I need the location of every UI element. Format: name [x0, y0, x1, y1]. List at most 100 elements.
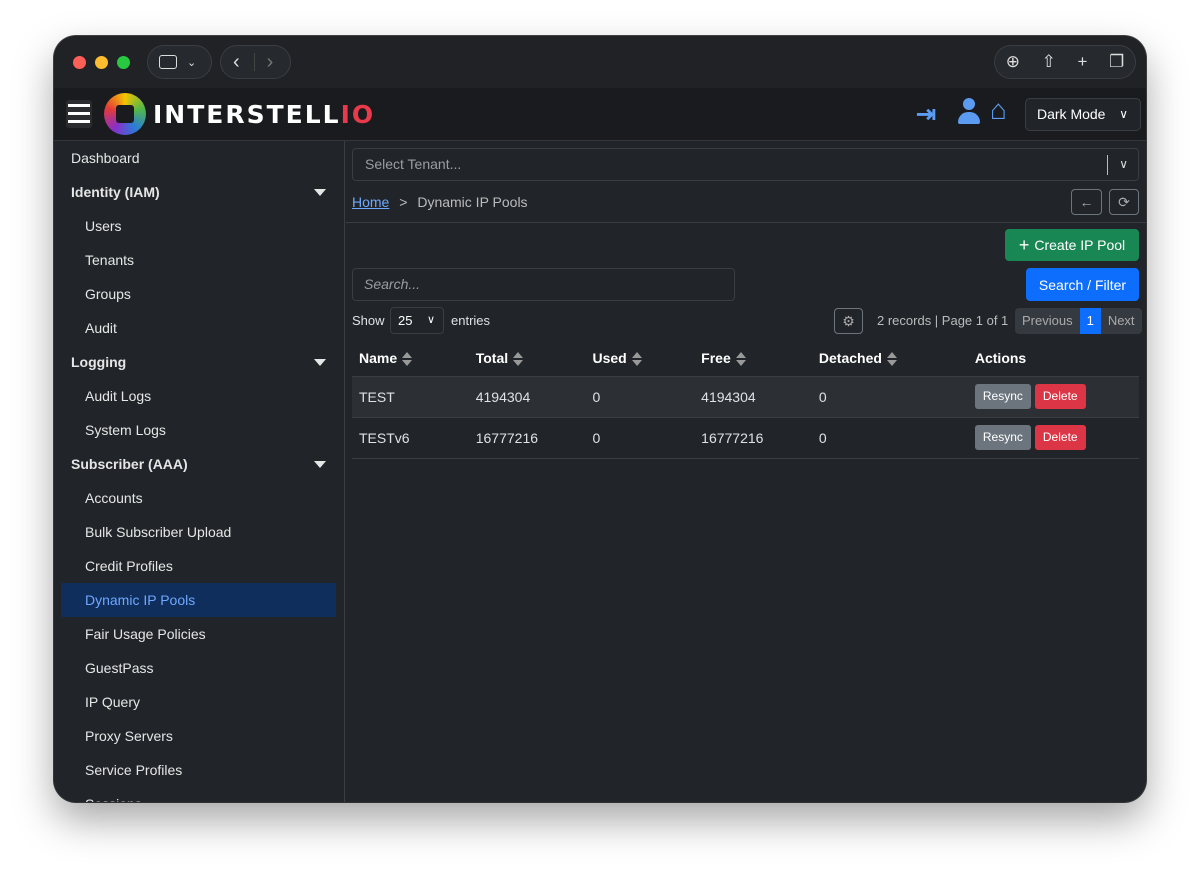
resync-button[interactable]: Resync [974, 384, 1031, 409]
user-profile-icon[interactable] [956, 98, 982, 128]
sidebar-item-tenants[interactable]: Tenants [85, 252, 135, 268]
sort-icon[interactable] [631, 352, 642, 367]
sidebar-icon [159, 55, 177, 69]
caret-down-icon [314, 189, 326, 196]
sidebar-item-bulk-subscriber-upload[interactable]: Bulk Subscriber Upload [85, 524, 232, 540]
search-filter-button[interactable]: Search / Filter [1026, 268, 1139, 301]
refresh-icon: ⟳ [1118, 193, 1130, 210]
sidebar-item-dashboard[interactable]: Dashboard [71, 150, 140, 166]
cell-detached: 0 [811, 376, 968, 418]
sidebar-item-subscriber-aaa[interactable]: Subscriber (AAA) [54, 447, 344, 481]
sidebar-item-proxy-servers[interactable]: Proxy Servers [85, 728, 173, 744]
home-icon[interactable]: ⌂ [990, 94, 1007, 125]
close-window-button[interactable] [73, 56, 86, 69]
sidebar-item-users[interactable]: Users [85, 218, 122, 234]
pagination: Previous 1 Next [1015, 308, 1142, 334]
create-ip-pool-button[interactable]: + Create IP Pool [1005, 229, 1139, 261]
minimize-window-button[interactable] [95, 56, 108, 69]
gear-icon: ⚙ [842, 312, 855, 329]
sort-icon[interactable] [735, 352, 746, 367]
delete-button[interactable]: Delete [1034, 425, 1086, 450]
sidebar-item-groups[interactable]: Groups [85, 286, 131, 302]
sidebar-item-system-logs[interactable]: System Logs [85, 422, 166, 438]
column-header-free[interactable]: Free [694, 341, 812, 377]
sidebar-item-service-profiles[interactable]: Service Profiles [85, 762, 183, 778]
pagination-next[interactable]: Next [1107, 313, 1135, 328]
cell-total: 16777216 [468, 417, 586, 459]
cell-name: TESTv6 [352, 417, 469, 459]
sidebar-item-accounts[interactable]: Accounts [85, 490, 143, 506]
sidebar-toggle-button[interactable]: ⌄ [147, 45, 212, 79]
column-settings-button[interactable]: ⚙ [834, 308, 863, 334]
column-header-name[interactable]: Name [352, 341, 469, 377]
nav-buttons: ‹ › [220, 45, 291, 79]
ip-pools-table: Name Total Used Free Detached Actions TEST 419… [352, 341, 1139, 459]
sort-icon[interactable] [886, 352, 897, 367]
sidebar-item-dynamic-ip-pools[interactable]: Dynamic IP Pools [61, 583, 336, 617]
cell-detached: 0 [811, 417, 968, 459]
logout-icon[interactable]: ⇥ [916, 101, 937, 128]
column-header-detached[interactable]: Detached [811, 341, 968, 377]
back-icon[interactable]: ‹ [233, 50, 240, 73]
entries-select[interactable]: 25 ∨ [390, 307, 444, 334]
hamburger-menu-icon[interactable] [66, 100, 92, 128]
sidebar-item-logging[interactable]: Logging [54, 345, 344, 379]
theme-select[interactable]: Dark Mode ∨ [1025, 98, 1141, 131]
column-header-used[interactable]: Used [585, 341, 695, 377]
plus-icon: + [1018, 234, 1030, 255]
cell-used: 0 [585, 417, 695, 459]
search-input[interactable]: Search... [352, 268, 735, 301]
entries-label: entries [451, 313, 491, 328]
chevron-down-icon: ⌄ [187, 56, 197, 69]
cell-total: 4194304 [468, 376, 586, 418]
browser-actions: ⊕ ⇧ + ❐ [994, 45, 1136, 79]
app-header: INTERSTELLIO ⇥ ⌂ Dark Mode ∨ [54, 88, 1146, 141]
cell-free: 16777216 [694, 417, 812, 459]
breadcrumb: Home > Dynamic IP Pools [352, 194, 528, 210]
sidebar: Dashboard Identity (IAM) Users Tenants Group… [54, 141, 345, 802]
new-tab-icon[interactable]: + [1077, 52, 1088, 71]
records-info: 2 records | Page 1 of 1 [877, 313, 1009, 328]
forward-icon[interactable]: › [266, 50, 274, 73]
sidebar-item-audit-logs[interactable]: Audit Logs [85, 388, 152, 404]
breadcrumb-home-link[interactable]: Home [352, 194, 390, 210]
chevron-down-icon: ∨ [1119, 157, 1128, 171]
sidebar-item-audit[interactable]: Audit [85, 320, 117, 336]
tabs-overview-icon[interactable]: ❐ [1108, 52, 1125, 71]
column-header-actions: Actions [967, 341, 1139, 377]
share-icon[interactable]: ⇧ [1041, 52, 1056, 71]
table-row: TEST 4194304 0 4194304 0 Resync Delete [352, 376, 1139, 418]
logo-icon [104, 93, 146, 135]
cell-free: 4194304 [694, 376, 812, 418]
sidebar-item-sessions[interactable]: Sessions [54, 787, 344, 802]
sort-icon[interactable] [513, 352, 524, 367]
arrow-left-icon: ← [1079, 194, 1094, 210]
table-row: TESTv6 16777216 0 16777216 0 Resync Delete [352, 417, 1139, 459]
main-content: Select Tenant... ∨ Home > Dynamic IP Poo… [346, 141, 1146, 802]
caret-down-icon [314, 461, 326, 468]
column-header-total[interactable]: Total [468, 341, 586, 377]
cell-name: TEST [352, 376, 469, 418]
chevron-down-icon: ∨ [426, 314, 435, 326]
refresh-button[interactable]: ⟳ [1109, 189, 1139, 215]
sidebar-item-credit-profiles[interactable]: Credit Profiles [85, 558, 173, 574]
sidebar-item-fair-usage-policies[interactable]: Fair Usage Policies [85, 626, 206, 642]
show-label: Show [352, 313, 385, 328]
download-icon[interactable]: ⊕ [1005, 52, 1021, 71]
delete-button[interactable]: Delete [1034, 384, 1086, 409]
maximize-window-button[interactable] [117, 56, 130, 69]
pagination-page-1[interactable]: 1 [1079, 308, 1101, 334]
back-button[interactable]: ← [1071, 189, 1102, 215]
browser-window: ⌄ ‹ › ⊕ ⇧ + ❐ INTERSTELLIO ⇥ ⌂ Dark Mode… [54, 36, 1146, 802]
browser-titlebar: ⌄ ‹ › ⊕ ⇧ + ❐ [54, 36, 1146, 88]
pagination-previous[interactable]: Previous [1022, 313, 1073, 328]
sort-icon[interactable] [402, 352, 413, 367]
cell-actions: Resync Delete [967, 376, 1139, 418]
sidebar-item-guestpass[interactable]: GuestPass [85, 660, 154, 676]
resync-button[interactable]: Resync [974, 425, 1031, 450]
tenant-select[interactable]: Select Tenant... ∨ [352, 148, 1139, 181]
sidebar-item-ip-query[interactable]: IP Query [85, 694, 140, 710]
sidebar-item-identity-iam[interactable]: Identity (IAM) [54, 175, 344, 209]
brand-name: INTERSTELLIO [153, 100, 376, 129]
cell-used: 0 [585, 376, 695, 418]
